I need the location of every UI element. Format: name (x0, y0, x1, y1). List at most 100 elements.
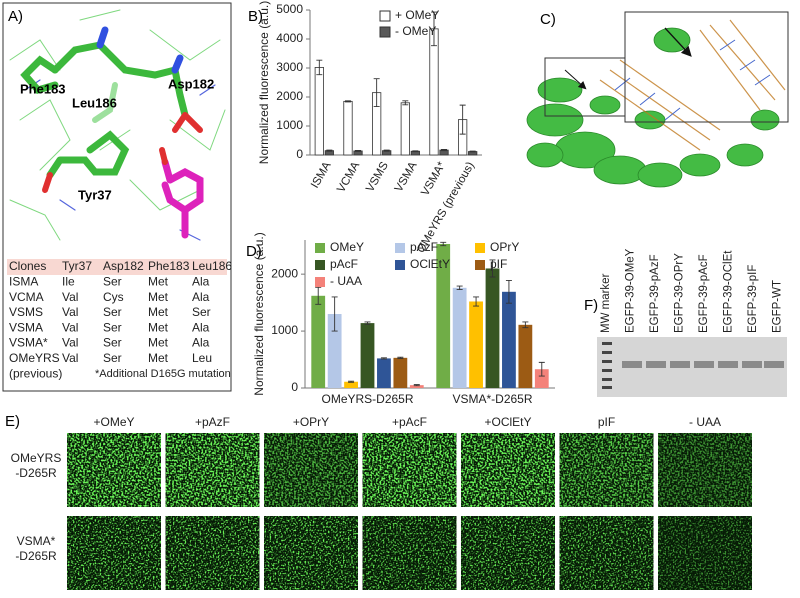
error-bar (316, 59, 323, 76)
table-header: Leu186 (192, 259, 232, 273)
legend-label: OPrY (490, 240, 519, 254)
bar (534, 369, 549, 388)
error-bar (413, 384, 420, 387)
row-label: VSMA* (17, 534, 56, 548)
micrograph (461, 433, 555, 507)
x-tick-label: VSMA* (419, 160, 448, 199)
lane-label: EGFP-39-pAzF (649, 254, 661, 333)
error-bar (315, 286, 322, 305)
y-tick-label: 1000 (271, 323, 298, 337)
micrograph (658, 516, 752, 590)
bar (469, 301, 483, 388)
table-cell: Leu (192, 351, 212, 365)
table-cell: Ser (103, 336, 122, 350)
table-cell: VSMA (9, 320, 43, 334)
error-bar (489, 259, 496, 278)
table-cell: OMeYRS (9, 351, 60, 365)
row-label: -D265R (15, 466, 57, 480)
table-cell: Val (62, 336, 78, 350)
legend-swatch (379, 26, 391, 38)
x-tick-label: VSMA (393, 160, 420, 195)
column-label: +OMeY (93, 415, 134, 429)
lane-label: EGFP-39-OClEt (723, 250, 735, 333)
error-bar (373, 78, 380, 108)
bar (436, 243, 451, 388)
table-header-bg (7, 259, 227, 275)
table-cell: ISMA (9, 274, 38, 288)
y-axis-label: Normalized fluorescence (a.u.) (252, 232, 266, 395)
legend-label: + OMeY (395, 8, 439, 22)
lane-label: EGFP-39-pAcF (698, 254, 710, 333)
column-label: +pAzF (195, 415, 230, 429)
lane-label: EGFP-39-OMeY (625, 248, 637, 333)
legend-swatch (475, 260, 485, 270)
legend-swatch (315, 277, 325, 287)
bar (409, 385, 424, 388)
table-footnote: *Additional D165G mutation (95, 368, 231, 380)
legend-swatch (315, 243, 325, 253)
table-cell: Met (148, 351, 169, 365)
legend-swatch (315, 260, 325, 270)
error-bar (380, 357, 387, 360)
y-tick-label: 2000 (271, 266, 298, 280)
legend-swatch (395, 260, 405, 270)
error-bar (469, 150, 476, 153)
table-cell: VSMA* (9, 336, 48, 350)
table-cell: Val (62, 290, 78, 304)
structure-a (9, 9, 226, 241)
lane-label: EGFP-39-OPrY (674, 253, 686, 333)
error-bar (412, 150, 419, 153)
column-label: pIF (598, 415, 615, 429)
y-tick-label: 0 (291, 380, 298, 394)
legend-label: OClEtY (410, 257, 450, 271)
bar (393, 357, 408, 388)
panel-label: D) (246, 243, 262, 260)
table-header: Asp182 (103, 259, 144, 273)
bar (343, 100, 353, 156)
micrograph (658, 433, 752, 507)
residue-label: Phe183 (20, 81, 66, 96)
table-cell: Ala (192, 274, 210, 288)
bar (314, 67, 324, 156)
error-bar (505, 279, 512, 304)
table-header: Phe183 (148, 259, 190, 273)
error-bar (430, 11, 437, 47)
table-cell: Cys (103, 290, 124, 304)
lane-label: EGFP-39-pIF (747, 265, 759, 333)
table-cell: Val (62, 351, 78, 365)
bar (518, 324, 533, 388)
panel-a-frame (2, 2, 232, 392)
bar (400, 102, 410, 156)
error-bar (331, 296, 338, 332)
error-bar (397, 356, 404, 359)
bar (327, 314, 342, 388)
bar (502, 291, 516, 388)
error-bar (441, 149, 448, 152)
structure-c (526, 11, 789, 188)
error-bar (522, 321, 529, 329)
x-tick-label: ISMA (309, 160, 334, 191)
error-bar (402, 100, 409, 106)
table-cell: Ser (192, 305, 211, 319)
y-tick-label: 3000 (276, 60, 303, 74)
error-bar (459, 104, 466, 135)
x-tick-label: OMeYRS-D265R (321, 392, 413, 406)
y-tick-label: 0 (296, 147, 303, 161)
table-cell: Met (148, 274, 169, 288)
legend-label: - OMeY (395, 24, 436, 38)
error-bar (364, 321, 371, 325)
micrograph (264, 433, 358, 507)
table-cell: Met (148, 290, 169, 304)
y-tick-label: 5000 (276, 2, 303, 16)
micrograph (165, 516, 260, 590)
table-cell: VCMA (9, 290, 44, 304)
legend-swatch (379, 10, 391, 22)
table-cell: Val (62, 305, 78, 319)
legend-label: OMeY (330, 240, 364, 254)
lane-label: MW marker (600, 273, 612, 333)
legend-label: pAzF (410, 240, 438, 254)
error-bar (344, 100, 351, 103)
micrograph (559, 433, 654, 507)
bar (311, 295, 326, 388)
